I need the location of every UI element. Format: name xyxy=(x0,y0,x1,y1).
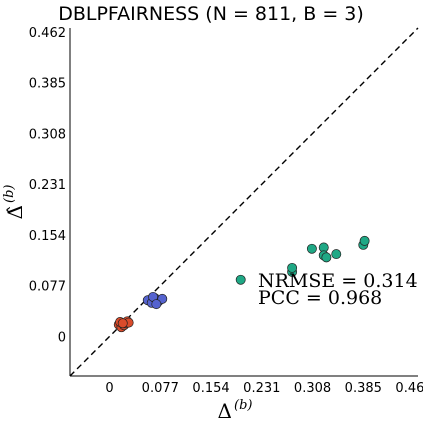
data-point-series-3 xyxy=(331,249,342,260)
nrmse-annotation: NRMSE = 0.314 xyxy=(258,270,418,292)
x-tick-label: 0.077 xyxy=(142,381,179,396)
y-axis-label-base: Δ̂ xyxy=(3,205,27,219)
x-tick-label: 0.308 xyxy=(294,381,331,396)
x-tick-label: 0.231 xyxy=(243,381,280,396)
y-axis-ticks: 0 0.077 0.154 0.231 0.308 0.385 0.462 xyxy=(29,26,66,346)
data-points xyxy=(113,235,370,333)
y-axis-label-superscript: (b) xyxy=(2,185,17,203)
data-point-series-3 xyxy=(287,262,298,273)
data-point-series-3 xyxy=(235,274,246,285)
x-axis-label-base: Δ xyxy=(218,399,232,423)
x-axis-ticks: 0 0.077 0.154 0.231 0.308 0.385 0.462 xyxy=(105,381,423,396)
y-tick-label: 0 xyxy=(58,330,66,345)
x-tick-label: 0.385 xyxy=(345,381,382,396)
x-axis-label-superscript: (b) xyxy=(234,398,252,413)
x-tick-label: 0.462 xyxy=(395,381,423,396)
data-point-series-1 xyxy=(117,318,128,329)
data-point-series-3 xyxy=(359,235,370,246)
data-point-series-2 xyxy=(151,299,162,310)
y-tick-label: 0.077 xyxy=(29,280,66,295)
x-tick-label: 0 xyxy=(105,381,113,396)
chart-title: DBLPFAIRNESS (N = 811, B = 3) xyxy=(58,3,364,25)
y-tick-label: 0.462 xyxy=(29,26,66,41)
y-tick-label: 0.308 xyxy=(29,127,66,142)
data-point-series-3 xyxy=(306,243,317,254)
y-axis-label: Δ̂ (b) xyxy=(2,185,27,220)
data-point-series-3 xyxy=(321,252,332,263)
y-tick-label: 0.385 xyxy=(29,77,66,92)
y-tick-label: 0.154 xyxy=(29,229,66,244)
pcc-annotation: PCC = 0.968 xyxy=(258,287,382,309)
x-tick-label: 0.154 xyxy=(192,381,229,396)
y-tick-label: 0.231 xyxy=(29,178,66,193)
x-axis-label: Δ (b) xyxy=(218,398,253,423)
